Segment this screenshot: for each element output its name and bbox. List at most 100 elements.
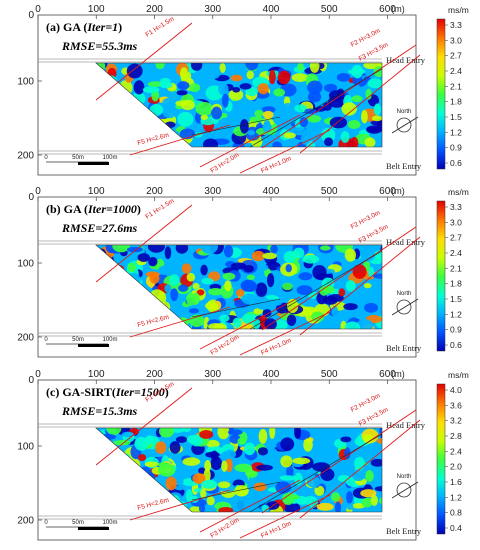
- velocity-blob: [340, 131, 350, 143]
- velocity-blob: [277, 70, 291, 85]
- velocity-blob: [182, 457, 201, 466]
- velocity-blob: [273, 88, 286, 97]
- velocity-blob: [351, 95, 363, 103]
- velocity-blob: [217, 428, 230, 440]
- fault-trace: [191, 298, 281, 318]
- velocity-blob: [186, 272, 196, 282]
- colorbar: [436, 18, 446, 170]
- velocity-blob: [377, 63, 382, 69]
- fault-f5-line: [129, 306, 231, 338]
- fault-trace: [249, 68, 383, 148]
- velocity-blob: [200, 264, 208, 276]
- y-tick-label: 200: [17, 333, 34, 344]
- velocity-blob: [297, 63, 304, 72]
- velocity-blob: [192, 282, 200, 290]
- velocity-blob: [307, 91, 322, 103]
- velocity-blob: [204, 460, 212, 472]
- colorbar-tick-label: 0.4: [450, 523, 462, 533]
- north-arrow: [391, 298, 419, 316]
- velocity-blob: [200, 114, 209, 121]
- fault-f4-line: [239, 494, 331, 539]
- panel-b: 0 100 200 300 400 500 600(m) 100 200 0 (b) GA (Ite…: [17, 186, 469, 358]
- fault-f1-line: [95, 22, 193, 101]
- velocity-blob: [253, 482, 267, 492]
- velocity-blob: [205, 506, 217, 512]
- panel-a: 0 100 200 300 400 500 600(m) 100 200 0 (a) GA (Ite…: [17, 4, 469, 176]
- velocity-blob: [343, 303, 358, 311]
- velocity-blob: [239, 83, 252, 90]
- velocity-blob: [302, 254, 320, 264]
- velocity-blob: [169, 274, 180, 286]
- velocity-blob: [192, 473, 206, 484]
- velocity-blob: [219, 314, 230, 322]
- velocity-blob: [280, 103, 296, 114]
- velocity-blob: [365, 470, 374, 482]
- velocity-blob: [304, 122, 322, 129]
- colorbar-tick-label: 3.3: [450, 20, 462, 30]
- velocity-blob: [269, 428, 276, 439]
- velocity-blob: [196, 289, 205, 296]
- y-tick-label-zero: 0: [28, 192, 34, 203]
- velocity-blob: [365, 88, 372, 100]
- velocity-blob: [286, 314, 297, 326]
- velocity-blob: [189, 314, 205, 328]
- velocity-blob: [314, 485, 325, 496]
- velocity-blob: [316, 502, 334, 511]
- colorbar-tick-label: 1.2: [450, 492, 462, 502]
- velocity-blob: [261, 106, 276, 113]
- velocity-blob: [323, 251, 336, 262]
- velocity-blob: [309, 63, 320, 73]
- velocity-blob: [320, 468, 335, 482]
- velocity-blob: [300, 504, 311, 512]
- x-tick-label: 0: [35, 186, 41, 197]
- belt-entry-label: Belt Entry: [386, 343, 422, 353]
- velocity-blob: [208, 323, 224, 329]
- velocity-blob: [262, 252, 277, 260]
- velocity-blob: [361, 109, 368, 124]
- velocity-blob: [258, 264, 269, 271]
- scale-label-0: 0: [44, 155, 48, 161]
- fault-f3a-line: [299, 54, 421, 154]
- fault-f1-line: [95, 204, 193, 283]
- velocity-blob: [177, 111, 194, 127]
- velocity-blob: [201, 277, 214, 285]
- colorbar-tick-label: 2.4: [450, 248, 462, 258]
- velocity-blob: [199, 430, 214, 439]
- velocity-blob: [218, 82, 229, 96]
- colorbar-tick-label: 0.6: [450, 158, 462, 168]
- velocity-blob: [181, 263, 192, 274]
- fault-f5-line: [129, 124, 231, 156]
- panel-title: (c) GA-SIRT(Iter=1500): [46, 385, 169, 399]
- velocity-blob: [283, 250, 296, 264]
- colorbar-tick-label: 2.4: [450, 66, 462, 76]
- velocity-blob: [361, 497, 373, 508]
- velocity-blob: [371, 115, 382, 122]
- velocity-blob: [195, 102, 213, 116]
- velocity-blob: [227, 429, 243, 436]
- velocity-blob: [254, 109, 264, 117]
- velocity-blob: [200, 489, 207, 499]
- velocity-blob: [255, 282, 268, 297]
- velocity-blob: [346, 503, 354, 510]
- velocity-blob: [222, 93, 229, 108]
- velocity-blob: [347, 119, 361, 130]
- velocity-blob: [291, 73, 309, 82]
- scale-bar-fill: [78, 344, 109, 347]
- north-circle: [396, 299, 412, 315]
- panel-title: (a) GA (Iter=1): [46, 20, 122, 34]
- velocity-blob: [363, 434, 374, 444]
- x-tick-label: 0: [35, 4, 41, 15]
- velocity-blob: [286, 465, 294, 479]
- velocity-blob: [346, 491, 354, 504]
- colorbar-tick-label: 1.6: [450, 477, 462, 487]
- fault-trace: [191, 116, 281, 136]
- velocity-blob: [206, 439, 220, 449]
- colorbar-tick-label: 2.0: [450, 462, 462, 472]
- velocity-blob: [234, 463, 253, 473]
- velocity-blob: [158, 428, 175, 438]
- colorbar-tick-label: 1.8: [450, 97, 462, 107]
- velocity-blob: [323, 137, 334, 147]
- colorbar-tick-label: 1.8: [450, 279, 462, 289]
- region-outline: [95, 244, 383, 330]
